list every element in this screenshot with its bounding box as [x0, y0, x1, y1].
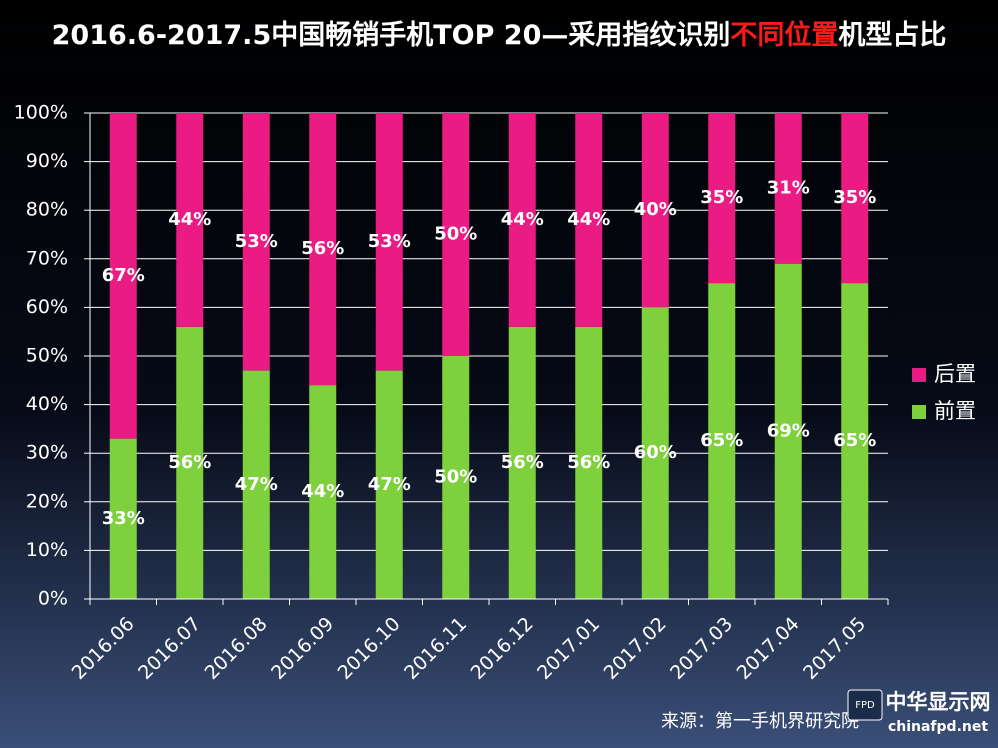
y-tick-label: 20% — [26, 490, 68, 512]
y-tick-label: 60% — [26, 296, 68, 318]
data-label: 33% — [102, 508, 145, 529]
bar-segment — [641, 307, 669, 599]
bar-segment — [774, 113, 802, 264]
title-part: 2016.6-2017.5中国畅销手机TOP 20—采用指纹识别 — [52, 20, 731, 51]
bar-segment — [575, 113, 603, 327]
source-note: 来源：第一手机界研究院 — [661, 711, 859, 732]
bar-segment — [442, 113, 470, 356]
legend-label: 后置 — [934, 362, 976, 386]
bar-segment — [708, 113, 736, 284]
data-label: 69% — [767, 420, 810, 441]
data-label: 67% — [102, 265, 145, 286]
chart-title: 2016.6-2017.5中国畅销手机TOP 20—采用指纹识别不同位置机型占比 — [52, 19, 947, 51]
bar-segment — [176, 113, 204, 327]
title-part: 机型占比 — [838, 20, 946, 51]
data-label: 44% — [301, 481, 344, 502]
data-label: 56% — [567, 452, 610, 473]
bar-segment — [508, 113, 536, 327]
y-tick-label: 30% — [26, 442, 68, 464]
watermark-name: 中华显示网 — [886, 690, 991, 714]
watermark-badge-box — [847, 689, 883, 721]
bar-segment — [641, 113, 669, 308]
title-highlight: 不同位置 — [730, 19, 838, 51]
watermark-badge: FPD — [855, 700, 875, 711]
watermark: FPD 中华显示网 chinafpd.net — [847, 689, 991, 735]
bar-segment — [176, 326, 204, 599]
bar-segment — [575, 326, 603, 599]
legend-label: 前置 — [934, 399, 976, 423]
data-label: 60% — [634, 442, 677, 463]
data-label: 56% — [301, 238, 344, 259]
legend-swatch — [912, 405, 926, 419]
bar-segment — [242, 370, 270, 599]
y-tick-label: 80% — [26, 199, 68, 221]
bar-segment — [508, 326, 536, 599]
y-tick-label: 10% — [26, 539, 68, 561]
bar-segment — [442, 356, 470, 599]
data-label: 53% — [235, 231, 278, 252]
y-tick-label: 40% — [26, 393, 68, 415]
y-tick-label: 100% — [14, 102, 68, 124]
bar-segment — [841, 283, 869, 599]
bar-segment — [708, 283, 736, 599]
y-tick-label: 70% — [26, 247, 68, 269]
data-label: 53% — [368, 231, 411, 252]
bar-segment — [841, 113, 869, 284]
watermark-url: chinafpd.net — [888, 719, 988, 735]
data-label: 56% — [501, 452, 544, 473]
data-label: 44% — [567, 209, 610, 230]
bar-segment — [309, 385, 337, 599]
data-label: 47% — [368, 474, 411, 495]
data-label: 47% — [235, 474, 278, 495]
data-label: 35% — [833, 187, 876, 208]
bar-segment — [309, 113, 337, 386]
data-label: 65% — [833, 430, 876, 451]
legend-swatch — [912, 368, 926, 382]
bar-segment — [375, 113, 403, 371]
y-tick-label: 50% — [26, 345, 68, 367]
data-label: 31% — [767, 177, 810, 198]
y-tick-label: 0% — [38, 588, 68, 610]
data-label: 50% — [434, 467, 477, 488]
bar-segment — [774, 263, 802, 599]
bar-segment — [375, 370, 403, 599]
data-label: 65% — [700, 430, 743, 451]
bar-segment — [109, 438, 137, 599]
data-label: 44% — [501, 209, 544, 230]
bar-segment — [242, 113, 270, 371]
data-label: 56% — [168, 452, 211, 473]
data-label: 40% — [634, 199, 677, 220]
data-label: 35% — [700, 187, 743, 208]
data-label: 44% — [168, 209, 211, 230]
y-tick-label: 90% — [26, 150, 68, 172]
bar-segment — [109, 113, 137, 439]
data-label: 50% — [434, 224, 477, 245]
